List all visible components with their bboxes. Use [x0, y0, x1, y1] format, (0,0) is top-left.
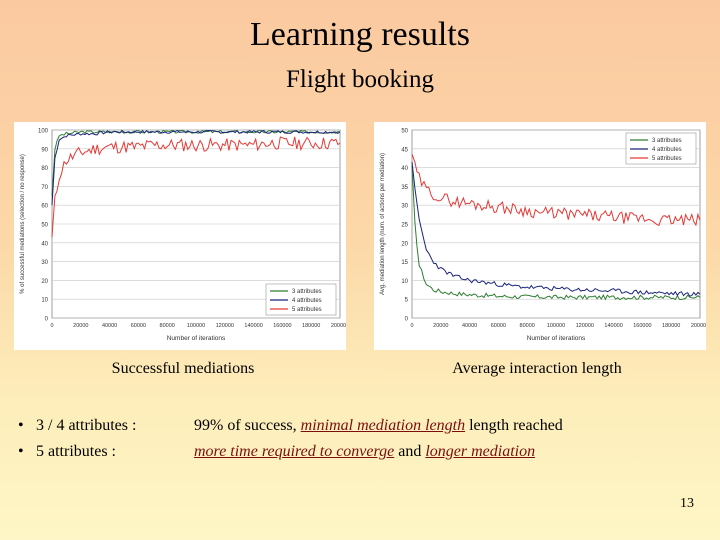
y-tick-label: 30 — [401, 204, 408, 210]
page-number: 13 — [680, 496, 694, 511]
x-tick-label: 140000 — [604, 323, 622, 329]
x-tick-label: 0 — [410, 323, 413, 329]
bullet-text: more time required to converge and longe… — [194, 439, 535, 465]
y-axis-label: Avg. mediation length (num. of actions p… — [380, 153, 386, 295]
x-tick-label: 180000 — [662, 323, 680, 329]
y-tick-label: 45 — [401, 147, 408, 153]
y-tick-label: 40 — [401, 166, 408, 172]
x-tick-label: 200000 — [331, 323, 346, 329]
y-tick-label: 70 — [41, 185, 48, 191]
y-tick-label: 0 — [45, 317, 49, 323]
bullet-text: 99% of success, minimal mediation length… — [194, 413, 563, 439]
legend-label: 5 attributes — [652, 156, 682, 162]
success-chart-panel: 0 10 20 30 40 50 60 70 80 90 100 0 20000 40000 60000 80… — [14, 122, 349, 350]
y-axis-label: % of successful mediations (selection / … — [20, 154, 26, 294]
series-line-3-attributes — [411, 165, 701, 301]
bullet-item-5-attributes: • 5 attributes : more time required to c… — [18, 439, 563, 465]
slide-title: Learning results — [250, 16, 470, 53]
length-chart-panel: 0 5 10 15 20 25 30 35 40 45 50 0 20000 40000 60000 8000… — [374, 122, 709, 350]
series-line-4-attributes — [51, 129, 341, 206]
y-tick-label: 20 — [401, 241, 408, 247]
y-tick-label: 100 — [38, 129, 49, 135]
legend-label: 3 attributes — [292, 289, 322, 295]
bullet-item-3-4-attributes: • 3 / 4 attributes : 99% of success, min… — [18, 413, 563, 439]
bullet-text-part: and — [394, 443, 426, 460]
y-tick-label: 5 — [405, 298, 409, 304]
caption-average-interaction-length: Average interaction length — [452, 360, 622, 377]
y-tick-label: 50 — [401, 129, 408, 135]
x-tick-label: 100000 — [187, 323, 205, 329]
x-tick-label: 20000 — [433, 323, 448, 329]
x-tick-label: 180000 — [302, 323, 320, 329]
x-tick-label: 120000 — [576, 323, 594, 329]
x-tick-label: 200000 — [691, 323, 706, 329]
x-tick-label: 80000 — [160, 323, 175, 329]
series-line-5-attributes — [411, 154, 701, 227]
chart-legend: 3 attributes 4 attributes 5 attributes — [265, 283, 337, 316]
y-tick-label: 15 — [401, 260, 408, 266]
series-line-5-attributes — [51, 136, 341, 238]
y-tick-label: 50 — [41, 223, 48, 229]
legend-label: 4 attributes — [292, 298, 322, 304]
y-tick-label: 30 — [41, 260, 48, 266]
slide-subtitle: Flight booking — [286, 66, 434, 93]
bullet-text-part: length reached — [465, 417, 563, 434]
chart-legend: 3 attributes 4 attributes 5 attributes — [625, 132, 697, 165]
x-tick-label: 20000 — [73, 323, 88, 329]
bullet-text-part: 99% of success, — [194, 417, 301, 434]
x-tick-label: 40000 — [102, 323, 117, 329]
x-tick-label: 0 — [50, 323, 53, 329]
legend-label: 5 attributes — [292, 307, 322, 313]
series-line-4-attributes — [411, 161, 701, 297]
x-axis-label: Number of iterations — [167, 335, 226, 342]
bullet-label: 3 / 4 attributes : — [36, 417, 137, 434]
y-tick-label: 35 — [401, 185, 408, 191]
bullet-text-emphasis: minimal mediation length — [300, 417, 466, 434]
y-tick-label: 0 — [405, 317, 409, 323]
x-tick-label: 60000 — [491, 323, 506, 329]
y-tick-label: 40 — [41, 241, 48, 247]
x-tick-label: 60000 — [131, 323, 146, 329]
caption-successful-mediations: Successful mediations — [111, 360, 255, 377]
legend-label: 4 attributes — [652, 147, 682, 153]
y-tick-label: 60 — [41, 204, 48, 210]
x-tick-label: 80000 — [520, 323, 535, 329]
success-chart: 0 10 20 30 40 50 60 70 80 90 100 0 20000 40000 60000 80… — [20, 129, 349, 343]
x-tick-label: 120000 — [216, 323, 234, 329]
x-tick-label: 100000 — [547, 323, 565, 329]
x-tick-label: 160000 — [273, 323, 291, 329]
y-tick-label: 10 — [401, 279, 408, 285]
bullet-dot-icon: • — [18, 443, 24, 460]
y-tick-label: 25 — [401, 223, 408, 229]
y-tick-label: 10 — [41, 298, 48, 304]
bullet-label: 5 attributes : — [36, 443, 116, 460]
x-tick-label: 160000 — [633, 323, 651, 329]
x-tick-label: 140000 — [244, 323, 262, 329]
legend-label: 3 attributes — [652, 138, 682, 144]
y-tick-label: 20 — [41, 279, 48, 285]
bullet-dot-icon: • — [18, 417, 24, 434]
results-bullet-list: • 3 / 4 attributes : 99% of success, min… — [18, 413, 563, 465]
x-axis-label: Number of iterations — [527, 335, 586, 342]
bullet-text-emphasis: more time required to converge — [194, 443, 395, 460]
x-tick-label: 40000 — [462, 323, 477, 329]
bullet-text-emphasis: longer mediation — [425, 443, 536, 460]
y-tick-label: 90 — [41, 147, 48, 153]
length-chart: 0 5 10 15 20 25 30 35 40 45 50 0 20000 40000 60000 8000… — [380, 129, 709, 343]
y-tick-label: 80 — [41, 166, 48, 172]
